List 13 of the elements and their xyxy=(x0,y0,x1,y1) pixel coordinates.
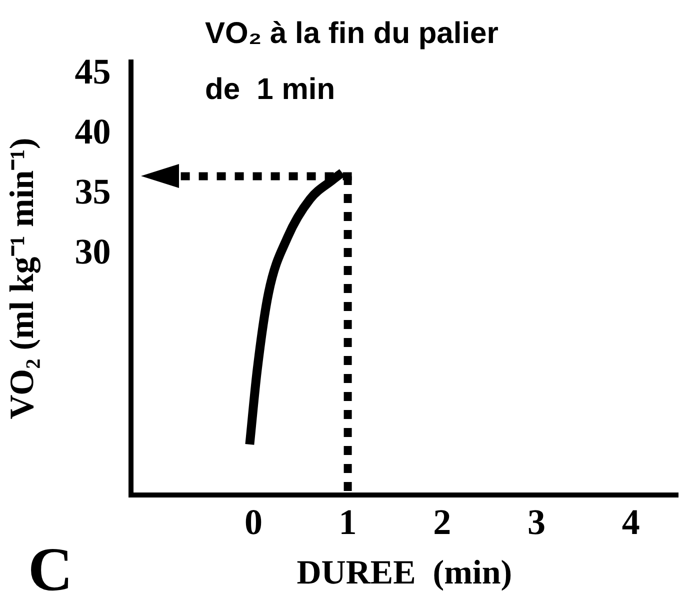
y-axis-title: VO₂ (ml kg⁻¹ min⁻¹) xyxy=(4,138,42,420)
text: C xyxy=(28,536,73,599)
y-tick-label: 45 xyxy=(74,51,111,92)
x-axis-title: DUREE (min) xyxy=(296,554,512,592)
x-tick-label: 1 xyxy=(338,502,357,542)
chart-title: VO₂ à la fin du palier de 1 min xyxy=(205,17,499,106)
x-tick-label: 4 xyxy=(622,502,640,542)
x-tick-label: 0 xyxy=(244,502,262,542)
y-tick-label: 30 xyxy=(74,232,111,272)
x-tick-label: 3 xyxy=(527,502,546,542)
y-tick-label: 40 xyxy=(74,111,111,152)
y-tick-label: 35 xyxy=(74,172,111,212)
x-tick-label: 2 xyxy=(433,502,452,542)
